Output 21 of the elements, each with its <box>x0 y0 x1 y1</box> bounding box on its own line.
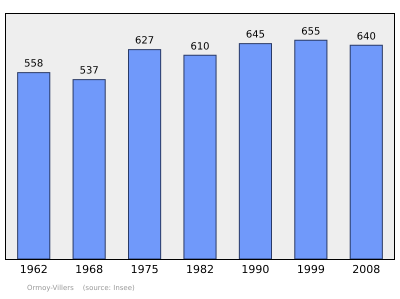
data-label: 645 <box>246 30 265 41</box>
x-tick-label: 1982 <box>186 263 214 276</box>
x-tick-label: 1975 <box>130 263 159 276</box>
bar <box>183 54 217 259</box>
x-tick-label: 2008 <box>352 263 380 276</box>
bar <box>72 79 106 259</box>
x-tick-label: 1990 <box>241 263 270 276</box>
x-tick-label: 1999 <box>296 263 325 276</box>
x-tick-label: 1968 <box>75 263 104 276</box>
data-label: 640 <box>356 31 376 42</box>
bar <box>350 44 383 259</box>
data-label: 610 <box>190 41 210 52</box>
data-label: 627 <box>135 36 154 47</box>
data-label: 537 <box>80 66 99 77</box>
bar <box>128 49 162 259</box>
data-label: 655 <box>301 26 320 38</box>
bar <box>294 40 328 259</box>
data-label: 558 <box>24 58 44 70</box>
bar <box>238 43 272 259</box>
x-tick-label: 1962 <box>20 263 48 276</box>
bar <box>17 72 50 259</box>
